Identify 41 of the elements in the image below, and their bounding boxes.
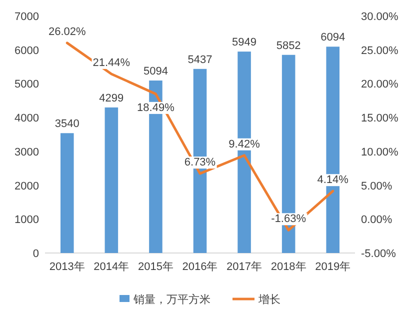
data-label: 18.49% (137, 102, 175, 114)
x-tick-label: 2017年 (226, 261, 262, 273)
y-tick-label: 3000 (14, 146, 39, 158)
data-label: 21.44% (92, 56, 130, 69)
data-label: 26.02% (48, 26, 86, 38)
legend-label: 销量，万平方米 (132, 293, 210, 306)
y2-tick-label: 20.00% (361, 78, 399, 91)
y-tick-label: 2000 (14, 180, 39, 192)
bar (60, 133, 74, 253)
data-label: 4.14% (317, 174, 349, 186)
data-label: 4299 (99, 92, 124, 104)
y2-tick-label: 15.00% (361, 112, 399, 125)
y2-tick-label: 0.00% (361, 214, 392, 226)
y2-tick-label: 25.00% (361, 44, 399, 57)
x-tick-label: 2015年 (138, 261, 174, 273)
y2-tick-label: 5.00% (361, 180, 392, 192)
data-label: 3540 (54, 118, 80, 130)
x-tick-label: 2018年 (270, 261, 306, 273)
x-tick-label: 2019年 (315, 261, 351, 273)
data-label: 5094 (143, 66, 168, 78)
data-label: 6094 (320, 32, 346, 44)
y-tick-label: 5000 (14, 78, 39, 91)
y-tick-label: 6000 (14, 44, 39, 57)
bar (104, 107, 118, 253)
y2-tick-label: -5.00% (361, 248, 396, 260)
data-label: 6.73% (184, 156, 216, 169)
y2-tick-label: 10.00% (361, 146, 399, 158)
data-label: 5949 (232, 36, 257, 49)
y-tick-label: 0 (32, 248, 39, 260)
data-label: 5437 (188, 54, 212, 66)
y-tick-label: 1000 (14, 214, 39, 226)
legend-label: 增长 (258, 293, 280, 306)
y2-tick-label: 30.00% (361, 11, 399, 23)
data-label: 5852 (276, 40, 301, 52)
x-tick-label: 2016年 (182, 261, 218, 273)
data-label: -1.63% (271, 213, 306, 226)
x-tick-label: 2013年 (49, 261, 85, 273)
x-tick-label: 2014年 (94, 261, 130, 273)
y-tick-label: 7000 (14, 11, 39, 23)
data-label: 9.42% (228, 138, 260, 150)
y-tick-label: 4000 (14, 112, 39, 125)
